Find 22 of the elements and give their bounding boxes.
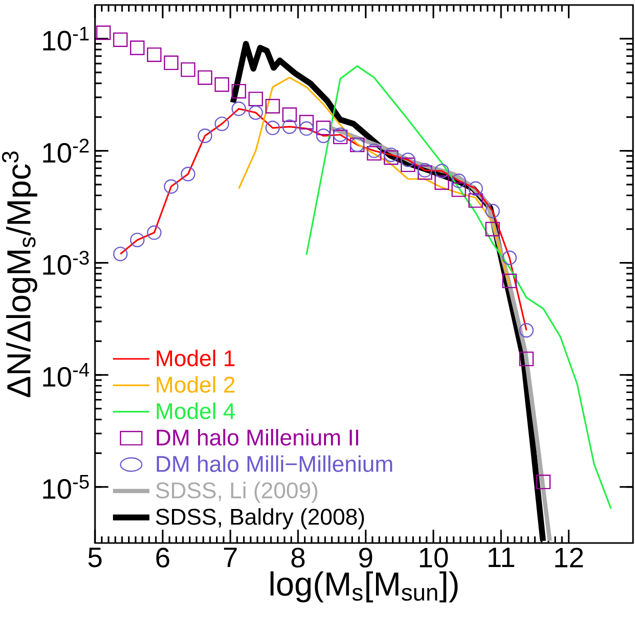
x-tick-label: 12 <box>555 548 583 568</box>
legend-label: Model 1 <box>156 350 234 366</box>
legend-label: SDSS, Baldry (2008) <box>156 508 364 530</box>
legend-label: DM halo Milli−Millenium <box>156 455 392 472</box>
x-tick-label: 5 <box>88 548 102 568</box>
legend-label: Model 2 <box>156 376 234 393</box>
y-tick-label: 10$^{-2}$ <box>43 138 89 163</box>
y-tick-label: 10$^{-1}$ <box>43 26 89 51</box>
y-axis-title: ΔN/ΔlogM$_{s}$/Mpc$^{3}$ <box>2 152 38 398</box>
y-tick-label: 10$^{-3}$ <box>43 250 89 275</box>
x-tick-label: 8 <box>291 548 305 568</box>
x-tick-label: 9 <box>359 548 372 568</box>
x-tick-label: 7 <box>224 548 237 567</box>
y-tick-label: 10$^{-5}$ <box>43 475 89 499</box>
legend-label: Model 4 <box>156 402 235 420</box>
legend-label: DM halo Millenium II <box>156 428 358 446</box>
x-axis-title: log(M$_{s}$[M$_{sun}$]) <box>270 571 458 602</box>
y-tick-label: 10$^{-4}$ <box>43 363 90 387</box>
legend-label: SDSS, Li (2009) <box>156 482 318 503</box>
x-tick-label: 6 <box>156 548 170 568</box>
x-tick-label: 11 <box>488 548 514 567</box>
x-tick-label: 10 <box>420 548 448 568</box>
